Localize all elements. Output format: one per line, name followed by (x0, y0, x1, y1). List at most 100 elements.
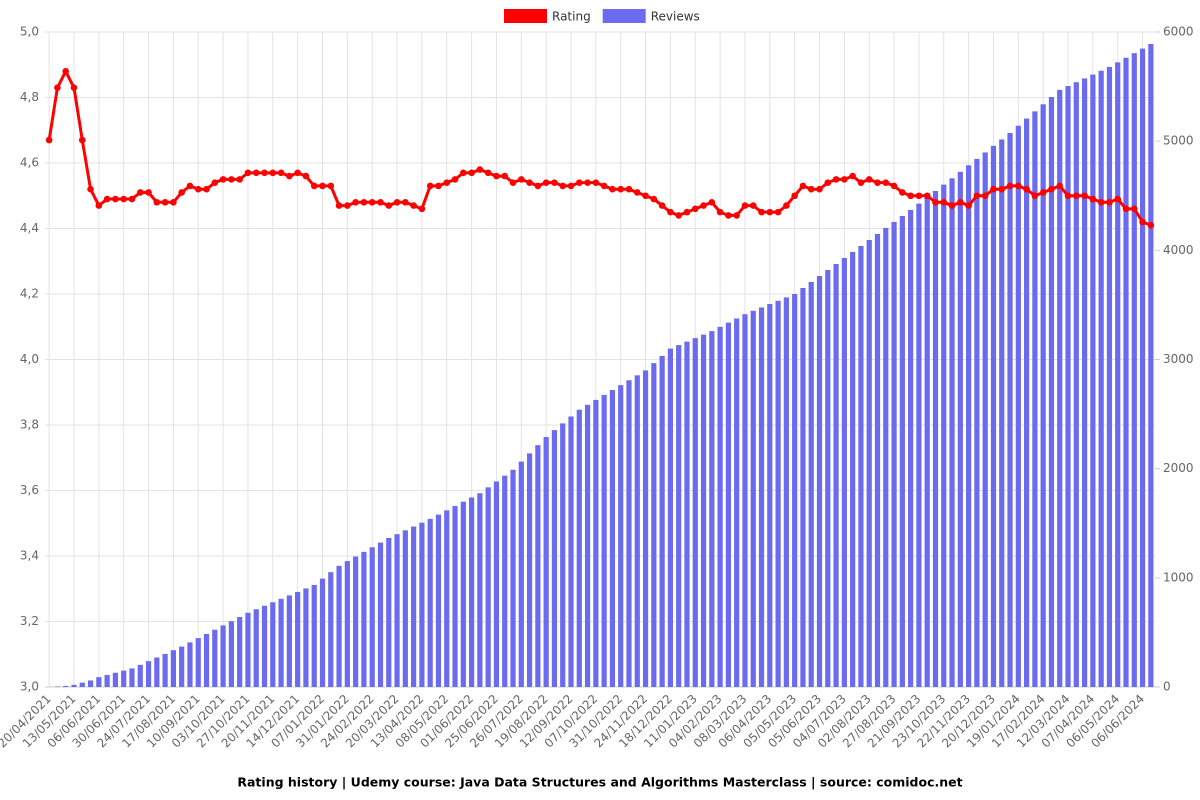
rating-point (468, 169, 475, 177)
rating-point (443, 179, 451, 186)
rating-point (136, 189, 144, 196)
bar (1048, 97, 1055, 687)
bar (469, 497, 475, 687)
rating-point (418, 205, 426, 213)
rating-point (211, 179, 219, 186)
rating-point (526, 179, 533, 186)
rating-point (609, 185, 616, 193)
bar (121, 670, 127, 687)
rating-point (865, 176, 873, 183)
bar (361, 551, 367, 687)
bar (974, 158, 980, 687)
rating-point (145, 189, 152, 196)
bar (518, 461, 524, 687)
bar (858, 245, 864, 687)
bar (1123, 57, 1129, 688)
rating-point (426, 182, 434, 190)
rating-point (344, 202, 351, 209)
bar (112, 672, 119, 687)
rating-point (874, 179, 881, 186)
bar (651, 363, 657, 687)
rating-point (791, 192, 798, 200)
rating-point (716, 208, 724, 216)
bar (700, 334, 707, 687)
y2-tick-label: 2000 (1163, 461, 1194, 475)
bar (154, 657, 160, 687)
bar (328, 572, 334, 687)
bar (709, 331, 715, 687)
bar (1015, 125, 1021, 687)
rating-point (915, 192, 923, 200)
rating-point (252, 169, 260, 177)
y-tick-label: 3,8 (20, 418, 39, 432)
rating-point (112, 195, 119, 203)
y-tick-label: 3,4 (20, 549, 39, 563)
rating-point (460, 169, 467, 177)
rating-point (725, 212, 732, 219)
rating-point (327, 182, 335, 190)
bar (1148, 44, 1154, 687)
bar (990, 145, 997, 687)
bar (576, 409, 582, 687)
bar (1081, 78, 1088, 688)
bar (162, 653, 168, 687)
bar (452, 506, 458, 687)
bar (526, 453, 533, 687)
bar (1040, 104, 1046, 688)
rating-point (186, 182, 194, 190)
y-tick-label: 4,2 (20, 287, 39, 301)
rating-point (1073, 192, 1080, 200)
bar (427, 518, 433, 687)
bar (394, 534, 400, 687)
rating-point (832, 176, 840, 183)
rating-point (990, 185, 997, 193)
bar (642, 370, 649, 687)
rating-point (1114, 195, 1122, 203)
rating-point (269, 169, 277, 177)
rating-point (161, 199, 169, 206)
bar (195, 638, 201, 687)
bar (435, 514, 442, 687)
legend-swatch (602, 9, 646, 23)
rating-point (642, 192, 649, 200)
bar (767, 304, 773, 687)
legend-label: Reviews (651, 10, 700, 24)
bar (286, 595, 292, 687)
bar (742, 314, 748, 687)
bar (883, 227, 889, 687)
bar (79, 682, 85, 687)
bar (841, 257, 847, 687)
rating-point (981, 192, 989, 200)
rating-point (518, 176, 525, 183)
bar (734, 318, 740, 687)
bar (949, 178, 955, 688)
bar (253, 609, 259, 687)
rating-point (617, 185, 625, 193)
rating-point (534, 182, 542, 190)
rating-point (368, 199, 376, 206)
y-tick-label: 4,0 (20, 352, 39, 366)
bar (1115, 62, 1121, 688)
y2-tick-label: 6000 (1163, 25, 1194, 39)
bar (850, 251, 856, 688)
bar (800, 287, 806, 687)
rating-point (700, 202, 707, 209)
rating-point (277, 169, 285, 177)
bar (220, 625, 226, 687)
rating-point (194, 185, 202, 193)
rating-point (816, 185, 823, 193)
bar (129, 668, 135, 687)
rating-point (1031, 192, 1039, 200)
lines (45, 67, 1155, 229)
rating-point (203, 185, 210, 193)
bar (916, 203, 922, 688)
rating-point (62, 68, 70, 75)
rating-point (940, 199, 948, 206)
y2-tick-label: 4000 (1163, 243, 1194, 257)
bar (775, 300, 781, 687)
bar (932, 190, 939, 688)
y-tick-label: 4,8 (20, 90, 39, 104)
bar (874, 233, 881, 688)
rating-point (1048, 185, 1055, 193)
